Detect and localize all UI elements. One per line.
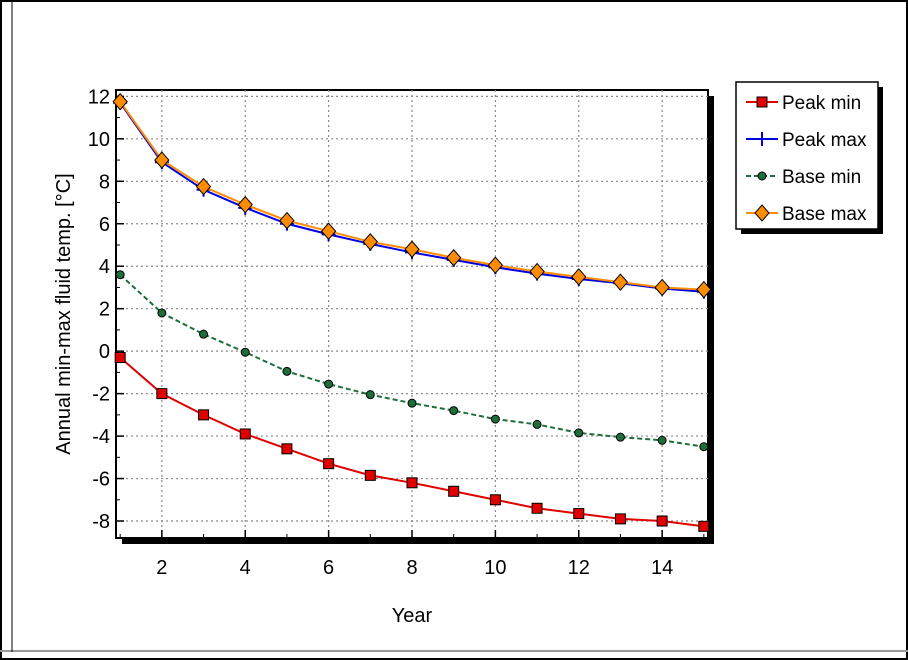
data-point-base-max [320, 222, 337, 240]
data-point-peak-min [614, 513, 626, 525]
data-point-base-min [199, 329, 209, 339]
data-point-base-max [446, 248, 462, 267]
data-point-base-min [449, 406, 459, 416]
grid-lines [116, 90, 708, 538]
series-layer [112, 92, 712, 532]
data-point-base-min [157, 308, 167, 318]
data-point-base-min [490, 414, 500, 424]
data-point-base-min [407, 398, 417, 408]
data-point-base-min [115, 270, 125, 280]
data-point-peak-min [114, 352, 126, 364]
data-point-peak-min [573, 508, 585, 520]
plot-area [115, 89, 709, 539]
data-point-base-min [615, 432, 625, 442]
data-point-base-max [112, 92, 128, 111]
data-point-base-min [574, 428, 584, 438]
x-tick-label: 2 [156, 557, 167, 579]
y-tick-label: 12 [88, 86, 110, 108]
data-point-base-max [154, 151, 170, 169]
data-point-base-max [696, 280, 712, 299]
legend: Peak min Peak max Base min Base max [746, 93, 867, 225]
y-axis-label: Annual min-max fluid temp. [°C] [53, 173, 75, 454]
legend-item-peak-max: Peak max [746, 130, 867, 151]
data-point-base-max [654, 278, 670, 297]
x-tick-label: 12 [568, 557, 590, 579]
data-point-peak-min [531, 502, 543, 514]
data-point-base-max [279, 211, 295, 230]
data-point-base-max [195, 177, 212, 196]
data-point-base-max [529, 262, 545, 281]
data-point-base-min [324, 379, 334, 389]
legend-label-base-max: Base max [782, 204, 867, 225]
data-point-peak-min [364, 469, 376, 481]
x-tick-label: 8 [406, 557, 417, 579]
data-point-base-max [571, 268, 587, 286]
legend-marker-peak-min [756, 96, 768, 108]
data-point-base-max [487, 256, 504, 274]
legend-item-base-max: Base max [746, 204, 867, 225]
data-point-peak-min [406, 477, 418, 489]
data-point-base-min [657, 435, 667, 445]
legend-marker-base-max [754, 204, 770, 222]
y-tick-label: -6 [92, 469, 110, 491]
data-point-base-max [612, 273, 629, 291]
x-tick-label: 6 [323, 557, 334, 579]
data-point-peak-min [448, 485, 460, 497]
data-point-peak-min [698, 520, 710, 532]
axis-ticks: -8 -6 -4 -2 0 2 4 6 8 10 12 2 4 6 8 10 12 14 [88, 86, 705, 579]
series-peak-min [114, 352, 710, 532]
y-tick-label: 6 [99, 214, 110, 236]
data-point-base-min [532, 419, 542, 429]
data-point-peak-min [656, 515, 668, 527]
x-tick-label: 10 [484, 557, 506, 579]
x-tick-label: 4 [240, 557, 251, 579]
data-point-base-min [699, 442, 709, 452]
data-point-peak-min [323, 458, 335, 470]
data-point-peak-min [198, 409, 210, 421]
series-base-max [112, 92, 712, 299]
data-point-peak-min [239, 428, 251, 440]
y-tick-label: -8 [92, 511, 110, 533]
y-tick-label: 10 [88, 129, 110, 151]
data-point-base-min [240, 347, 250, 357]
y-tick-label: 2 [99, 299, 110, 321]
legend-marker-base-min [757, 171, 767, 181]
legend-label-peak-min: Peak min [782, 93, 861, 114]
data-point-peak-min [281, 443, 293, 455]
legend-item-peak-min: Peak min [746, 93, 861, 114]
data-point-base-min [282, 366, 292, 376]
data-point-base-max [237, 195, 253, 214]
legend-label-base-min: Base min [782, 167, 861, 188]
series-base-min [115, 270, 709, 452]
data-point-base-min [365, 390, 375, 400]
x-tick-label: 14 [651, 557, 673, 579]
y-tick-label: 0 [99, 341, 110, 363]
y-tick-label: -2 [92, 384, 110, 406]
y-tick-label: 8 [99, 171, 110, 193]
legend-label-peak-max: Peak max [782, 130, 867, 151]
data-point-peak-min [489, 494, 501, 506]
y-tick-label: -4 [92, 426, 110, 448]
legend-item-base-min: Base min [746, 167, 861, 188]
y-tick-label: 4 [99, 256, 110, 278]
data-point-peak-min [156, 388, 168, 400]
data-point-base-max [404, 240, 420, 259]
legend-marker-peak-max [755, 132, 769, 146]
data-point-base-max [362, 233, 378, 251]
x-axis-label: Year [392, 605, 433, 627]
